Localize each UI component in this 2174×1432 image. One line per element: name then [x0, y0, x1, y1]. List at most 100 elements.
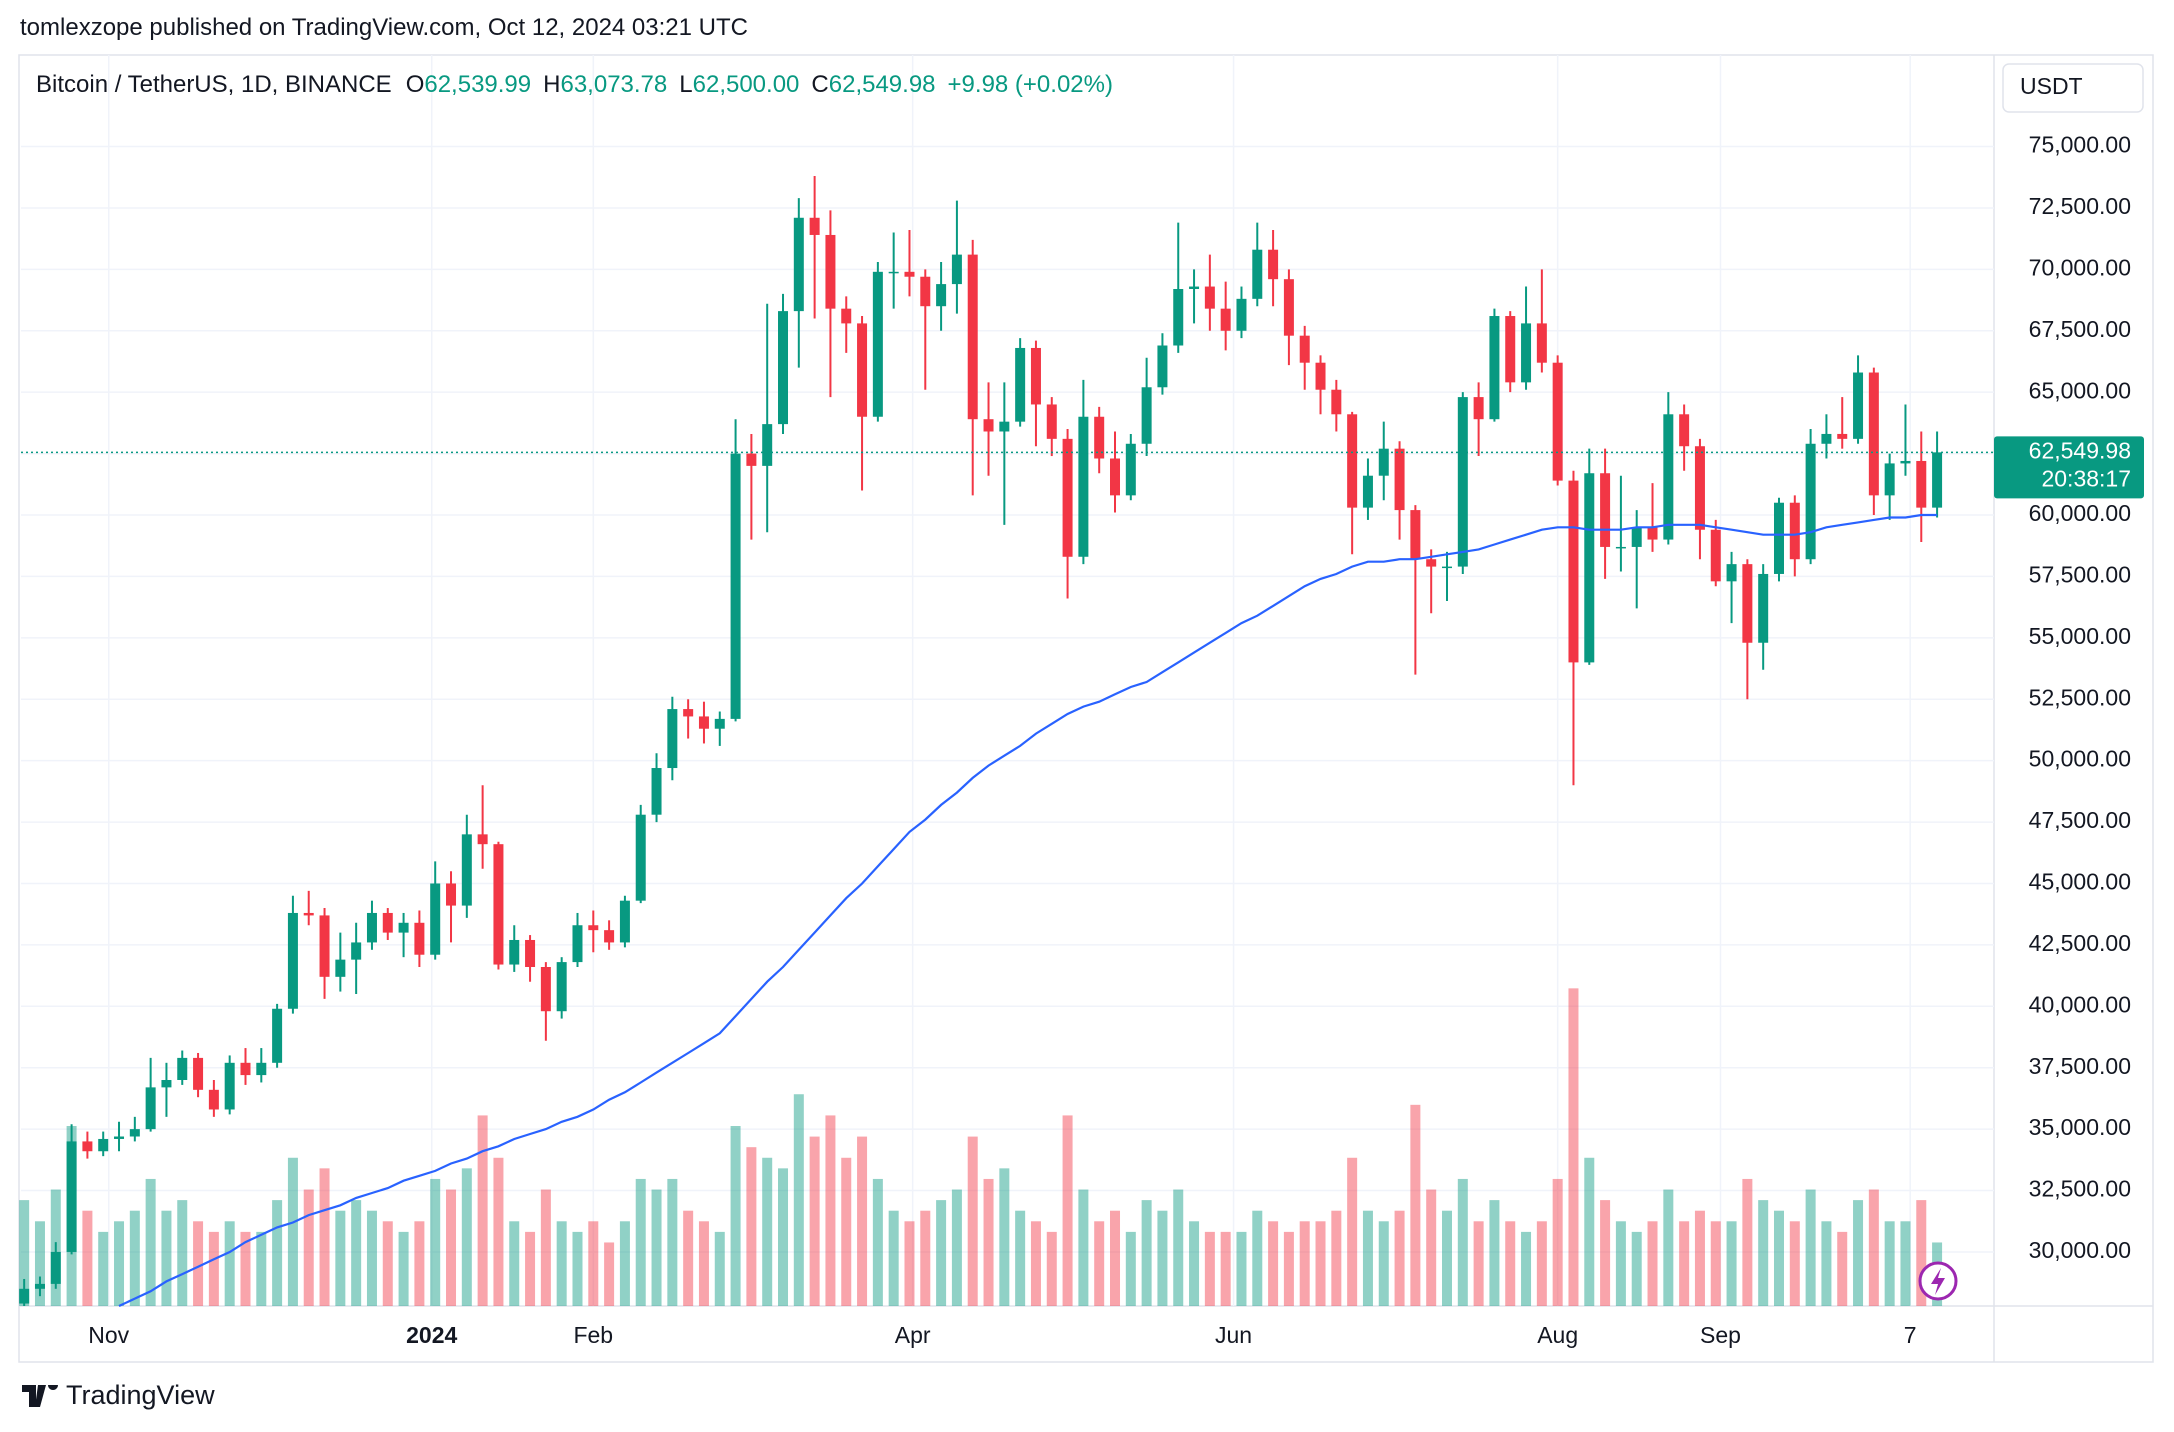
candle-body: [1853, 372, 1864, 439]
y-tick-label: 65,000.00: [2029, 377, 2131, 403]
candle-body: [1062, 438, 1073, 557]
volume-bar: [1552, 1178, 1563, 1306]
moving-average: [118, 513, 1938, 1307]
volume-bar: [1916, 1200, 1927, 1306]
volume-bar: [1441, 1210, 1452, 1306]
candle-body: [240, 1062, 251, 1076]
volume-bar: [1394, 1210, 1405, 1306]
y-tick-label: 30,000.00: [2029, 1237, 2131, 1263]
volume-bar: [1710, 1221, 1721, 1306]
candle-body: [351, 942, 362, 960]
volume-bar: [1505, 1221, 1516, 1306]
y-tick-label: 42,500.00: [2029, 930, 2131, 956]
volume-bar: [1584, 1157, 1595, 1306]
volume-bar: [1631, 1231, 1642, 1306]
volume-bar: [414, 1221, 425, 1306]
candle-body: [461, 834, 472, 906]
candle-body: [1821, 433, 1832, 444]
volume-bar: [714, 1231, 725, 1306]
volume-bar: [1062, 1115, 1073, 1306]
candle-body: [1584, 473, 1595, 663]
axes: 30,000.00 32,500.00 35,000.00 37,500.00 40,0…: [88, 132, 2131, 1348]
candle-body: [572, 925, 583, 963]
candle-body: [1236, 298, 1247, 331]
volume-bar: [1758, 1200, 1769, 1306]
candle-body: [446, 883, 457, 906]
volume-bar: [1157, 1210, 1168, 1306]
symbol: Bitcoin / TetherUS, 1D, BINANCE: [36, 71, 392, 98]
candle-body: [477, 834, 488, 845]
volume-bar: [1078, 1189, 1089, 1306]
volume-bar: [1299, 1221, 1310, 1306]
candle-body: [114, 1136, 125, 1139]
volume-bar: [129, 1210, 140, 1306]
volume-bar: [1252, 1210, 1263, 1306]
volume-bar: [857, 1136, 868, 1306]
candle-body: [256, 1062, 267, 1076]
volume-bar: [319, 1168, 330, 1306]
candle-body: [303, 912, 314, 916]
volume-bar: [1347, 1157, 1358, 1306]
x-tick-label: 2024: [406, 1322, 457, 1348]
candle-body: [651, 768, 662, 815]
x-tick-label: 7: [1904, 1322, 1917, 1348]
candle-body: [161, 1080, 172, 1088]
candle-body: [778, 311, 789, 425]
candle-body: [698, 716, 709, 729]
volume-bar: [1410, 1104, 1421, 1306]
volume-bar: [1694, 1210, 1705, 1306]
last-price-label: 62,549.98: [2029, 437, 2131, 463]
legend-key: L: [679, 71, 693, 98]
y-tick-label: 32,500.00: [2029, 1176, 2131, 1202]
candle-body: [1568, 480, 1579, 663]
volume-bar: [1283, 1231, 1294, 1306]
legend-change: +9.98 (+0.02%): [947, 71, 1113, 98]
volume-bar: [888, 1210, 899, 1306]
volume-bar: [34, 1221, 45, 1306]
candle-body: [1694, 446, 1705, 530]
y-tick-label: 50,000.00: [2029, 746, 2131, 772]
volume-bar: [430, 1178, 441, 1306]
candle-body: [129, 1129, 140, 1137]
volume-bar: [1220, 1231, 1231, 1306]
candle-body: [1647, 527, 1658, 540]
candle-body: [1125, 443, 1136, 496]
candle-body: [1046, 404, 1057, 439]
volume-bar: [382, 1221, 393, 1306]
volume-bar: [1853, 1200, 1864, 1306]
volume-bar: [1457, 1178, 1468, 1306]
candle-body: [319, 915, 330, 977]
candle-body: [1189, 286, 1200, 290]
volume-bar: [145, 1178, 156, 1306]
volume-bar: [730, 1126, 741, 1306]
candle-body: [714, 718, 725, 729]
volume-bar: [19, 1200, 30, 1306]
candle-body: [635, 814, 646, 901]
x-tick-label: Aug: [1537, 1322, 1578, 1348]
candle-body: [1268, 249, 1279, 280]
volume-bar: [1726, 1221, 1737, 1306]
volume-bar: [778, 1168, 789, 1306]
volume-bar: [1489, 1200, 1500, 1306]
candle-body: [1141, 387, 1152, 444]
y-tick-label: 70,000.00: [2029, 254, 2131, 280]
y-tick-label: 45,000.00: [2029, 869, 2131, 895]
volume-bar: [1315, 1221, 1326, 1306]
candle-body: [619, 900, 630, 943]
candle-body: [904, 271, 915, 277]
volume-bar: [1615, 1221, 1626, 1306]
candle-body: [145, 1087, 156, 1130]
candle-body: [66, 1141, 77, 1252]
candle-body: [1299, 335, 1310, 363]
volume-bar: [999, 1168, 1010, 1306]
volume-bar: [1141, 1200, 1152, 1306]
volume-bar: [588, 1221, 599, 1306]
candle-body: [1679, 414, 1690, 447]
candle-body: [967, 254, 978, 420]
currency: USDT: [2020, 73, 2083, 99]
volume-bar: [1742, 1178, 1753, 1306]
currency-button[interactable]: [2002, 63, 2144, 113]
volume-bar: [272, 1200, 283, 1306]
y-tick-label: 75,000.00: [2029, 132, 2131, 158]
volume-bar: [556, 1221, 567, 1306]
